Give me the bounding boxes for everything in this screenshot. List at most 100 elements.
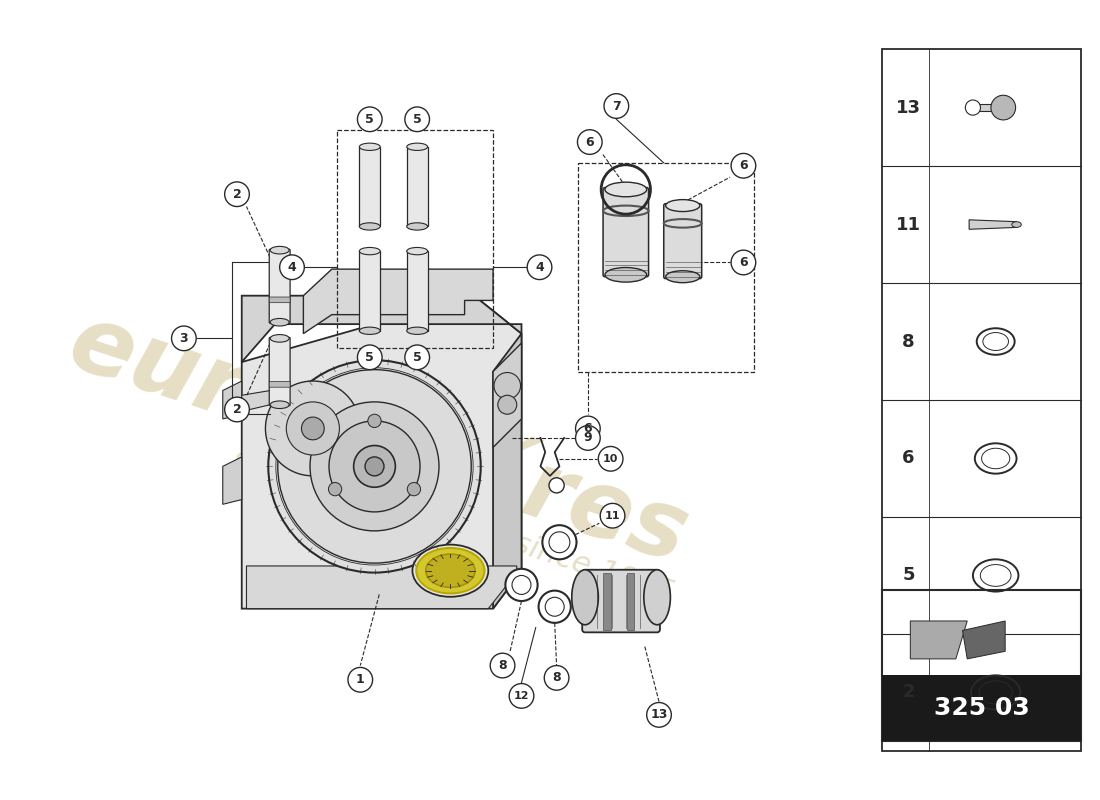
Circle shape [278,370,471,563]
Circle shape [498,395,517,414]
Circle shape [598,446,623,471]
Text: 9: 9 [584,431,592,445]
Polygon shape [962,621,1005,659]
Text: 1: 1 [356,674,365,686]
Circle shape [279,255,305,279]
Circle shape [367,414,381,427]
Text: 7: 7 [612,99,620,113]
Polygon shape [242,296,521,609]
Circle shape [544,666,569,690]
Text: 8: 8 [902,333,915,350]
Polygon shape [223,381,242,419]
Circle shape [358,345,382,370]
Bar [360,146,381,226]
Polygon shape [242,296,521,362]
Circle shape [647,702,671,727]
Circle shape [407,482,420,496]
Circle shape [542,525,576,559]
Text: 8: 8 [498,659,507,672]
Circle shape [405,107,429,132]
Text: 6: 6 [902,450,915,467]
Ellipse shape [426,554,475,587]
Circle shape [172,326,196,350]
Text: 10: 10 [603,454,618,464]
Ellipse shape [407,327,428,334]
Ellipse shape [407,247,428,254]
Circle shape [512,575,531,594]
Circle shape [578,130,602,154]
Text: 2: 2 [232,188,241,201]
Circle shape [601,503,625,528]
Text: 8: 8 [552,671,561,684]
Ellipse shape [644,570,670,625]
Polygon shape [246,566,517,609]
Circle shape [732,154,756,178]
Text: 6: 6 [739,256,748,269]
Circle shape [365,457,384,476]
Circle shape [491,654,515,678]
Text: 5: 5 [365,351,374,364]
Bar [407,146,428,226]
Ellipse shape [271,318,289,326]
Bar [603,573,611,630]
Text: 13: 13 [895,98,921,117]
Circle shape [732,250,756,275]
Bar [627,573,635,630]
Bar [337,130,493,348]
Circle shape [286,402,340,455]
Text: 11: 11 [895,215,921,234]
Circle shape [405,345,429,370]
Polygon shape [493,343,521,447]
Text: 4: 4 [535,261,543,274]
Circle shape [549,478,564,493]
Circle shape [329,482,342,496]
Text: 11: 11 [605,510,620,521]
Bar [360,251,381,330]
Circle shape [546,598,564,616]
Ellipse shape [407,143,428,150]
FancyBboxPatch shape [663,204,702,278]
Circle shape [268,360,481,573]
Circle shape [966,100,980,115]
Ellipse shape [666,270,700,282]
Polygon shape [223,457,242,504]
Text: 2: 2 [902,683,915,702]
FancyBboxPatch shape [582,570,660,632]
Polygon shape [493,334,521,609]
Ellipse shape [360,143,381,150]
Text: 6: 6 [585,135,594,149]
Text: 2: 2 [232,403,241,416]
Bar [407,251,428,330]
Text: 13: 13 [650,708,668,722]
Circle shape [358,107,382,132]
Bar [579,163,754,371]
Text: 325 03: 325 03 [934,696,1030,720]
Polygon shape [304,269,493,334]
FancyBboxPatch shape [603,187,649,277]
Ellipse shape [271,246,289,254]
Ellipse shape [271,401,289,409]
Circle shape [329,421,420,512]
Circle shape [509,683,534,708]
Circle shape [575,426,601,450]
Polygon shape [242,390,271,411]
Circle shape [539,590,571,623]
Bar [882,675,1081,742]
Text: 6: 6 [584,422,592,435]
Circle shape [991,95,1015,120]
Bar [882,49,1081,751]
Bar [882,590,1081,742]
Circle shape [505,569,538,601]
Ellipse shape [572,570,598,625]
Ellipse shape [605,182,647,197]
Ellipse shape [271,334,289,342]
Polygon shape [911,621,967,659]
Text: 5: 5 [412,113,421,126]
Text: 4: 4 [287,261,296,274]
Circle shape [575,416,601,441]
Circle shape [348,667,373,692]
Ellipse shape [360,327,381,334]
FancyBboxPatch shape [270,338,290,406]
Circle shape [604,94,629,118]
Circle shape [224,397,250,422]
